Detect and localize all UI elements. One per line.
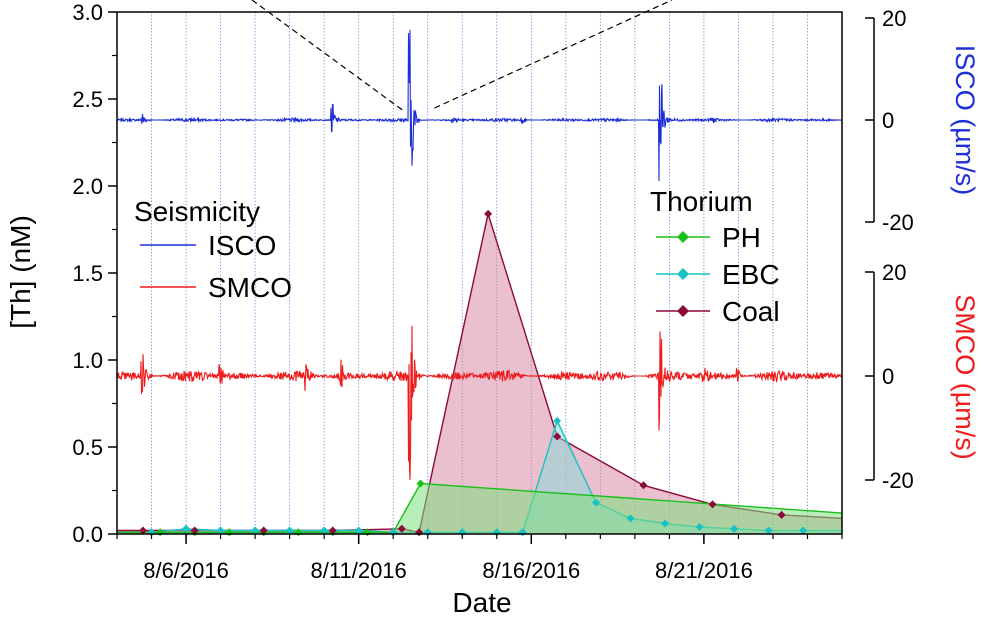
- point-coal: [259, 526, 268, 535]
- y-tick-label: 2.5: [72, 87, 103, 112]
- x-tick-label: 8/11/2016: [311, 558, 407, 583]
- y-tick-label: 1.5: [72, 261, 103, 286]
- isco-tick-label: 20: [882, 6, 906, 31]
- legend-label: Coal: [722, 296, 780, 327]
- legend-marker: [677, 305, 689, 317]
- point-ph: [225, 528, 234, 537]
- area-coal: [117, 213, 842, 535]
- annotation-layer: [251, 0, 673, 111]
- y-tick-label: 0.0: [72, 522, 103, 547]
- legend-marker: [677, 268, 689, 280]
- y-axis-label: [Th] (nM): [5, 215, 36, 329]
- axes: 0.0 0.5 1.0 1.5 2.0 2.5 3.0 8/6/2016 8/11/2016 8/…: [72, 0, 913, 583]
- point-ebc: [182, 524, 191, 533]
- isco-tick-label: 0: [882, 108, 894, 133]
- y-tick-label: 1.0: [72, 348, 103, 373]
- legend-seismicity-title: Seismicity: [134, 196, 260, 227]
- legend-label: ISCO: [208, 230, 276, 261]
- y-tick-label: 0.5: [72, 435, 103, 460]
- y-tick-label: 3.0: [72, 0, 103, 25]
- point-ph: [294, 528, 303, 537]
- point-ebc: [661, 519, 670, 528]
- y-tick-label: 2.0: [72, 174, 103, 199]
- point-coal: [484, 209, 493, 218]
- legend-label: PH: [722, 222, 761, 253]
- point-ebc: [320, 526, 329, 535]
- point-coal: [190, 526, 199, 535]
- x-tick-label: 8/16/2016: [482, 558, 580, 583]
- x-axis-label: Date: [452, 587, 511, 618]
- legend-marker: [677, 231, 689, 243]
- seismic-layer: [116, 29, 843, 481]
- seismic-trace-smco: [116, 325, 843, 481]
- smco-tick-label: 20: [882, 260, 906, 285]
- point-ebc: [764, 526, 773, 535]
- point-ebc: [626, 514, 635, 523]
- point-ebc: [592, 498, 601, 507]
- point-ebc: [799, 526, 808, 535]
- point-coal: [328, 526, 337, 535]
- smco-tick-label: 0: [882, 364, 894, 389]
- point-ph: [156, 528, 165, 537]
- legend-label: EBC: [722, 259, 780, 290]
- point-coal: [553, 432, 562, 441]
- point-ebc: [354, 526, 363, 535]
- point-ebc: [216, 526, 225, 535]
- isco-axis-label: ISCO (µm/s): [950, 45, 980, 196]
- point-coal: [777, 510, 786, 519]
- grid: [151, 12, 808, 534]
- x-tick-label: 8/6/2016: [143, 558, 229, 583]
- point-ph: [416, 479, 425, 488]
- point-ebc: [251, 526, 260, 535]
- zoom-line-right: [434, 0, 673, 109]
- point-coal: [708, 500, 717, 509]
- point-coal: [138, 526, 147, 535]
- point-coal: [639, 481, 648, 490]
- point-ebc: [553, 416, 562, 425]
- point-ebc: [285, 526, 294, 535]
- x-tick-label: 8/21/2016: [655, 558, 753, 583]
- smco-tick-label: -20: [882, 468, 914, 493]
- point-ebc: [695, 523, 704, 532]
- point-ebc: [730, 524, 739, 533]
- seismic-trace-isco: [116, 29, 843, 182]
- smco-axis-label: SMCO (µm/s): [950, 294, 980, 460]
- legend-thorium-title: Thorium: [650, 186, 753, 217]
- zoom-line-left: [251, 0, 403, 111]
- isco-tick-label: -20: [882, 210, 914, 235]
- legend-label: SMCO: [208, 272, 292, 303]
- area-ph: [117, 483, 842, 534]
- point-coal: [397, 524, 406, 533]
